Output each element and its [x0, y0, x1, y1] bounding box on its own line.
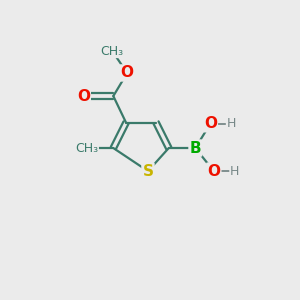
Text: S: S: [142, 164, 154, 178]
Text: CH₃: CH₃: [100, 44, 124, 58]
Text: H: H: [230, 165, 239, 178]
Text: O: O: [121, 65, 134, 80]
Text: H: H: [226, 117, 236, 130]
Text: B: B: [190, 140, 201, 155]
Text: O: O: [77, 88, 90, 104]
Text: CH₃: CH₃: [75, 142, 98, 154]
Text: O: O: [207, 164, 220, 178]
Text: O: O: [204, 116, 217, 131]
